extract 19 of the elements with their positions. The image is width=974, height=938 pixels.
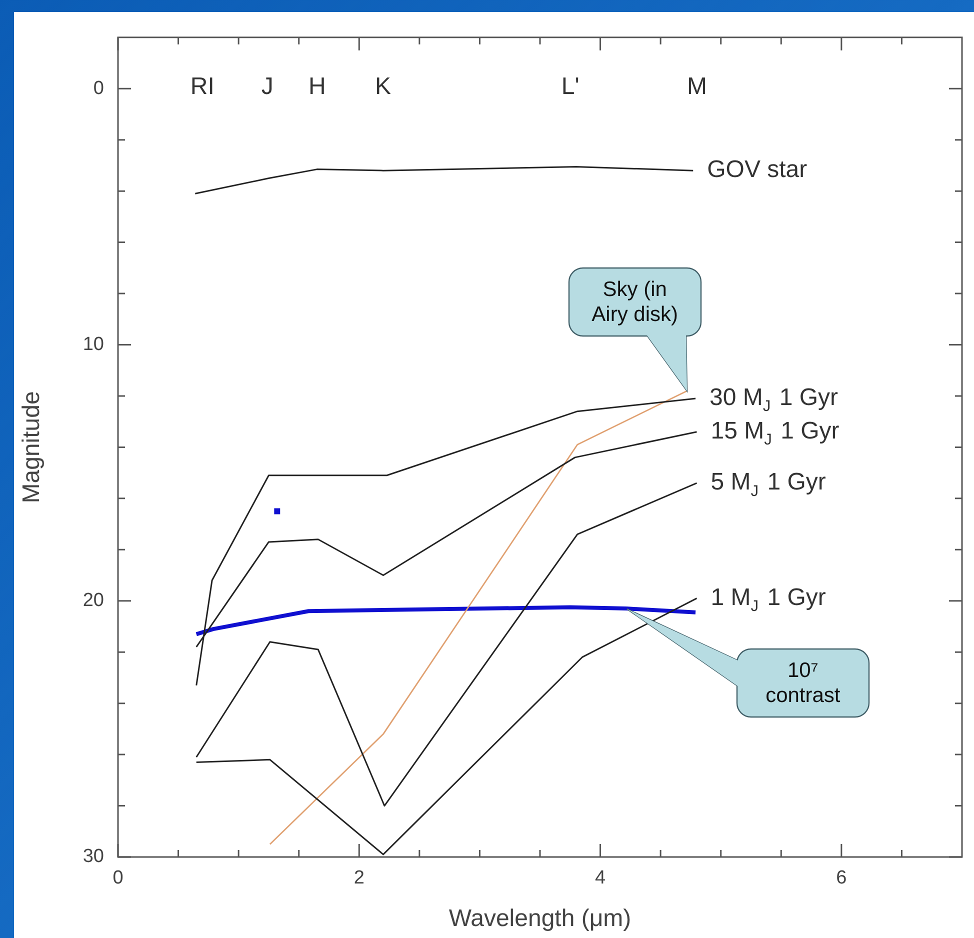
x-tick-label: 6 [836,868,847,889]
annotation: K [375,73,392,100]
y-axis-title: Magnitude [18,391,46,504]
annotation: J [261,73,274,100]
annotation: H [308,73,326,100]
annotation: 10⁷ contrast [736,648,869,717]
annotation: L' [561,73,580,100]
x-axis-title: Wavelength (μm) [448,905,632,932]
x-tick-label: 4 [594,868,606,889]
series-label: GOV star [707,156,808,184]
y-tick-label: 0 [93,78,104,99]
x-tick-label: 0 [112,868,124,889]
y-tick-label: 30 [82,846,104,868]
y-tick-label: 20 [82,590,104,612]
annotation: M [686,73,707,100]
y-tick-label: 10 [82,334,104,355]
annotation: RI [190,73,214,100]
x-tick-label: 2 [354,868,364,889]
annotation: Sky (in Airy disk) [568,268,701,336]
